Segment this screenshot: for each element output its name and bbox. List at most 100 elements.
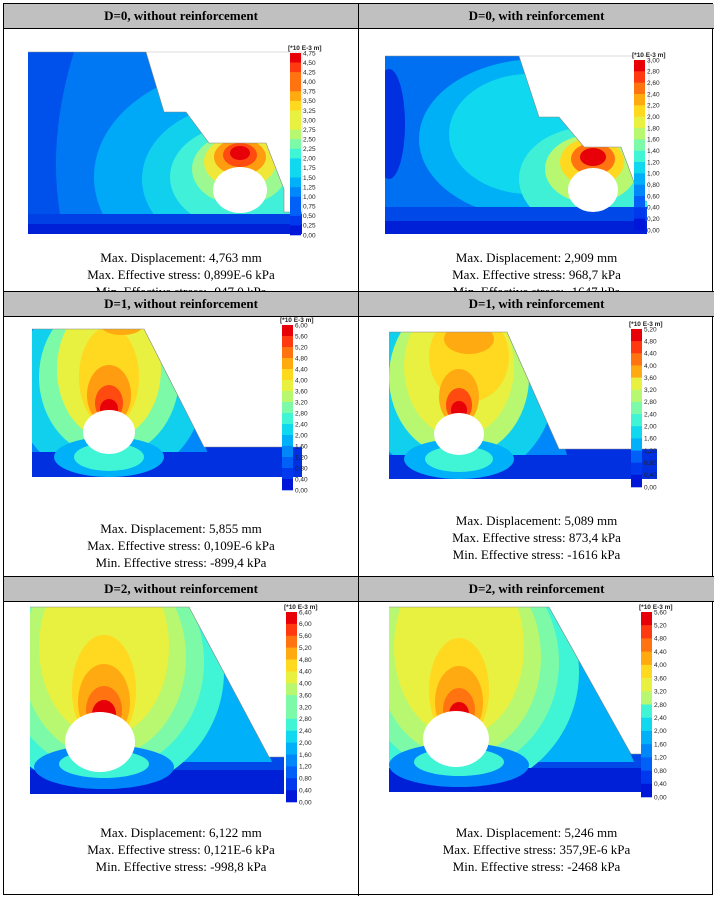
- min-effective-stress: Min. Effective stress: -1616 kPa: [452, 547, 621, 562]
- stats-block: Max. Displacement: 5,855 mm Max. Effecti…: [4, 520, 358, 571]
- colorbar-band: [641, 730, 652, 745]
- colorbar-tick-label: 2,20: [647, 103, 660, 110]
- displacement-contour-plot: [*10 E-3 m]3,00 2,80 2,60 2,40 2,20 2,00 1,80 1…: [385, 52, 666, 234]
- min-effective-stress: Min. Effective stress: -2468 kPa: [452, 859, 621, 874]
- colorbar-tick-label: 1,60: [647, 137, 660, 144]
- colorbar-tick-label: 2,80: [644, 399, 657, 406]
- colorbar-band: [290, 148, 301, 159]
- colorbar-band: [634, 184, 645, 197]
- colorbar-band: [286, 754, 297, 767]
- colorbar-tick-label: 1,40: [647, 148, 660, 155]
- colorbar-band: [290, 225, 301, 236]
- colorbar-band: [286, 707, 297, 720]
- panel-d0-with-reinforcement: D=0, with reinforcement: [359, 4, 714, 292]
- colorbar-band: [290, 158, 301, 169]
- contour-figure: [*10 E-3 m] 4,75 4,50 4,25 4,00 3,75 3,50 3,25 3…: [4, 29, 358, 239]
- colorbar-tick-label: 2,80: [299, 716, 312, 723]
- colorbar-band: [634, 82, 645, 95]
- colorbar-band: [634, 162, 645, 174]
- colorbar-tick-label: 0,40: [654, 781, 667, 788]
- colorbar-tick-label: 1,20: [647, 159, 660, 166]
- displacement-contour-plot: [*10 E-3 m]4,75 4,50 4,25 4,00 3,75 3,50 3,25 3…: [28, 45, 322, 239]
- colorbar-tick-label: 4,50: [303, 60, 316, 67]
- colorbar-tick-label: 5,20: [654, 623, 667, 630]
- colorbar-tick-label: 1,60: [654, 741, 667, 748]
- colorbar-tick-label: 0,80: [299, 776, 312, 783]
- colorbar-tick-label: 6,00: [295, 322, 308, 329]
- colorbar-tick-label: 0,20: [647, 216, 660, 223]
- colorbar-tick-label: 2,80: [647, 69, 660, 76]
- colorbar-band: [286, 635, 297, 648]
- contour-figure: [*10 E-3 m] 5,20 4,80 4,40 4,00 3,60 3,20 2,80 2…: [359, 317, 714, 527]
- colorbar-tick-label: 3,50: [303, 98, 316, 105]
- colorbar-tick-label: 1,80: [647, 125, 660, 132]
- colorbar-tick-label: 5,20: [299, 645, 312, 652]
- colorbar-band: [282, 424, 293, 436]
- colorbar-tick-label: 2,00: [303, 156, 316, 163]
- panel-d0-without-reinforcement: D=0, without reinforcement: [4, 4, 359, 292]
- colorbar: [*10 E-3 m]6,40 6,00 5,60 5,20 4,80 4,40 4,00 3…: [284, 604, 318, 806]
- colorbar-unit-label: [*10 E-3 m]: [280, 317, 314, 324]
- contour-figure: [*10 E-3 m] 5,60 5,20 4,80 4,40 4,00 3,60 3,20 2…: [359, 602, 714, 842]
- colorbar-tick-label: 4,80: [295, 355, 308, 362]
- colorbar-band: [631, 353, 642, 366]
- colorbar-band: [286, 623, 297, 637]
- colorbar-tick-label: 0,80: [654, 768, 667, 775]
- colorbar-tick-label: 1,20: [654, 755, 667, 762]
- colorbar-tick-label: 6,00: [299, 621, 312, 628]
- colorbar-tick-label: 4,40: [295, 366, 308, 373]
- panel-d2-with-reinforcement: D=2, with reinforcement: [359, 577, 714, 896]
- colorbar-tick-label: 0,25: [303, 223, 316, 230]
- colorbar-band: [282, 446, 293, 458]
- colorbar-band: [631, 414, 642, 427]
- colorbar-tick-label: 0,40: [644, 472, 657, 479]
- colorbar-tick-label: 4,40: [644, 351, 657, 358]
- colorbar-tick-label: 0,75: [303, 204, 316, 211]
- contour-field: [30, 607, 284, 794]
- colorbar-band: [634, 207, 645, 219]
- panel-title: D=2, without reinforcement: [4, 577, 358, 602]
- contour-field: [32, 329, 302, 477]
- colorbar-band: [634, 139, 645, 151]
- colorbar-tick-label: 1,00: [647, 171, 660, 178]
- stats-block: Max. Displacement: 5,246 mm Max. Effecti…: [359, 824, 714, 875]
- colorbar-band: [282, 369, 293, 381]
- colorbar-tick-label: 3,60: [299, 692, 312, 699]
- max-effective-stress: Max. Effective stress: 357,9E-6 kPa: [442, 842, 631, 857]
- colorbar-band: [290, 187, 301, 197]
- colorbar-band: [631, 401, 642, 415]
- colorbar-tick-label: 2,00: [654, 728, 667, 735]
- max-displacement: Max. Displacement: 6,122 mm: [100, 825, 262, 840]
- colorbar-band: [641, 664, 652, 679]
- colorbar-tick-label: 4,00: [654, 662, 667, 669]
- panel-title: D=1, without reinforcement: [4, 292, 358, 317]
- colorbar-tick-label: 0,60: [647, 193, 660, 200]
- colorbar-band: [631, 450, 642, 463]
- colorbar-tick-label: 2,80: [295, 410, 308, 417]
- colorbar-band: [286, 612, 297, 625]
- colorbar-band: [634, 196, 645, 208]
- max-displacement: Max. Displacement: 5,246 mm: [455, 825, 618, 840]
- contour-field: [389, 332, 657, 479]
- colorbar-tick-label: 0,00: [303, 232, 316, 239]
- colorbar-tick-label: 4,00: [299, 681, 312, 688]
- max-effective-stress: Max. Effective stress: 0,109E-6 kPa: [87, 538, 275, 553]
- displacement-contour-plot: [*10 E-3 m]6,00 5,60 5,20 4,80 4,40 4,00 3,60 3…: [32, 317, 314, 494]
- colorbar-band: [290, 206, 301, 217]
- colorbar-tick-label: 1,20: [299, 764, 312, 771]
- colorbar-tick-label: 4,00: [644, 363, 657, 370]
- displacement-contour-plot: [*10 E-3 m]5,60 5,20 4,80 4,40 4,00 3,60 3,20 2…: [389, 604, 673, 801]
- tunnel-opening: [568, 168, 618, 212]
- colorbar-band: [641, 770, 652, 785]
- colorbar-unit-label: [*10 E-3 m]: [632, 52, 666, 59]
- colorbar-tick-label: 3,20: [295, 399, 308, 406]
- colorbar-band: [641, 691, 652, 705]
- contour-field: [385, 56, 647, 234]
- colorbar-band: [290, 139, 301, 150]
- colorbar-tick-label: 2,50: [303, 137, 316, 144]
- colorbar-tick-label: 0,80: [644, 460, 657, 467]
- colorbar-tick-label: 1,75: [303, 165, 316, 172]
- colorbar-tick-label: 0,80: [647, 182, 660, 189]
- colorbar-band: [286, 671, 297, 684]
- colorbar-tick-label: 1,20: [295, 454, 308, 461]
